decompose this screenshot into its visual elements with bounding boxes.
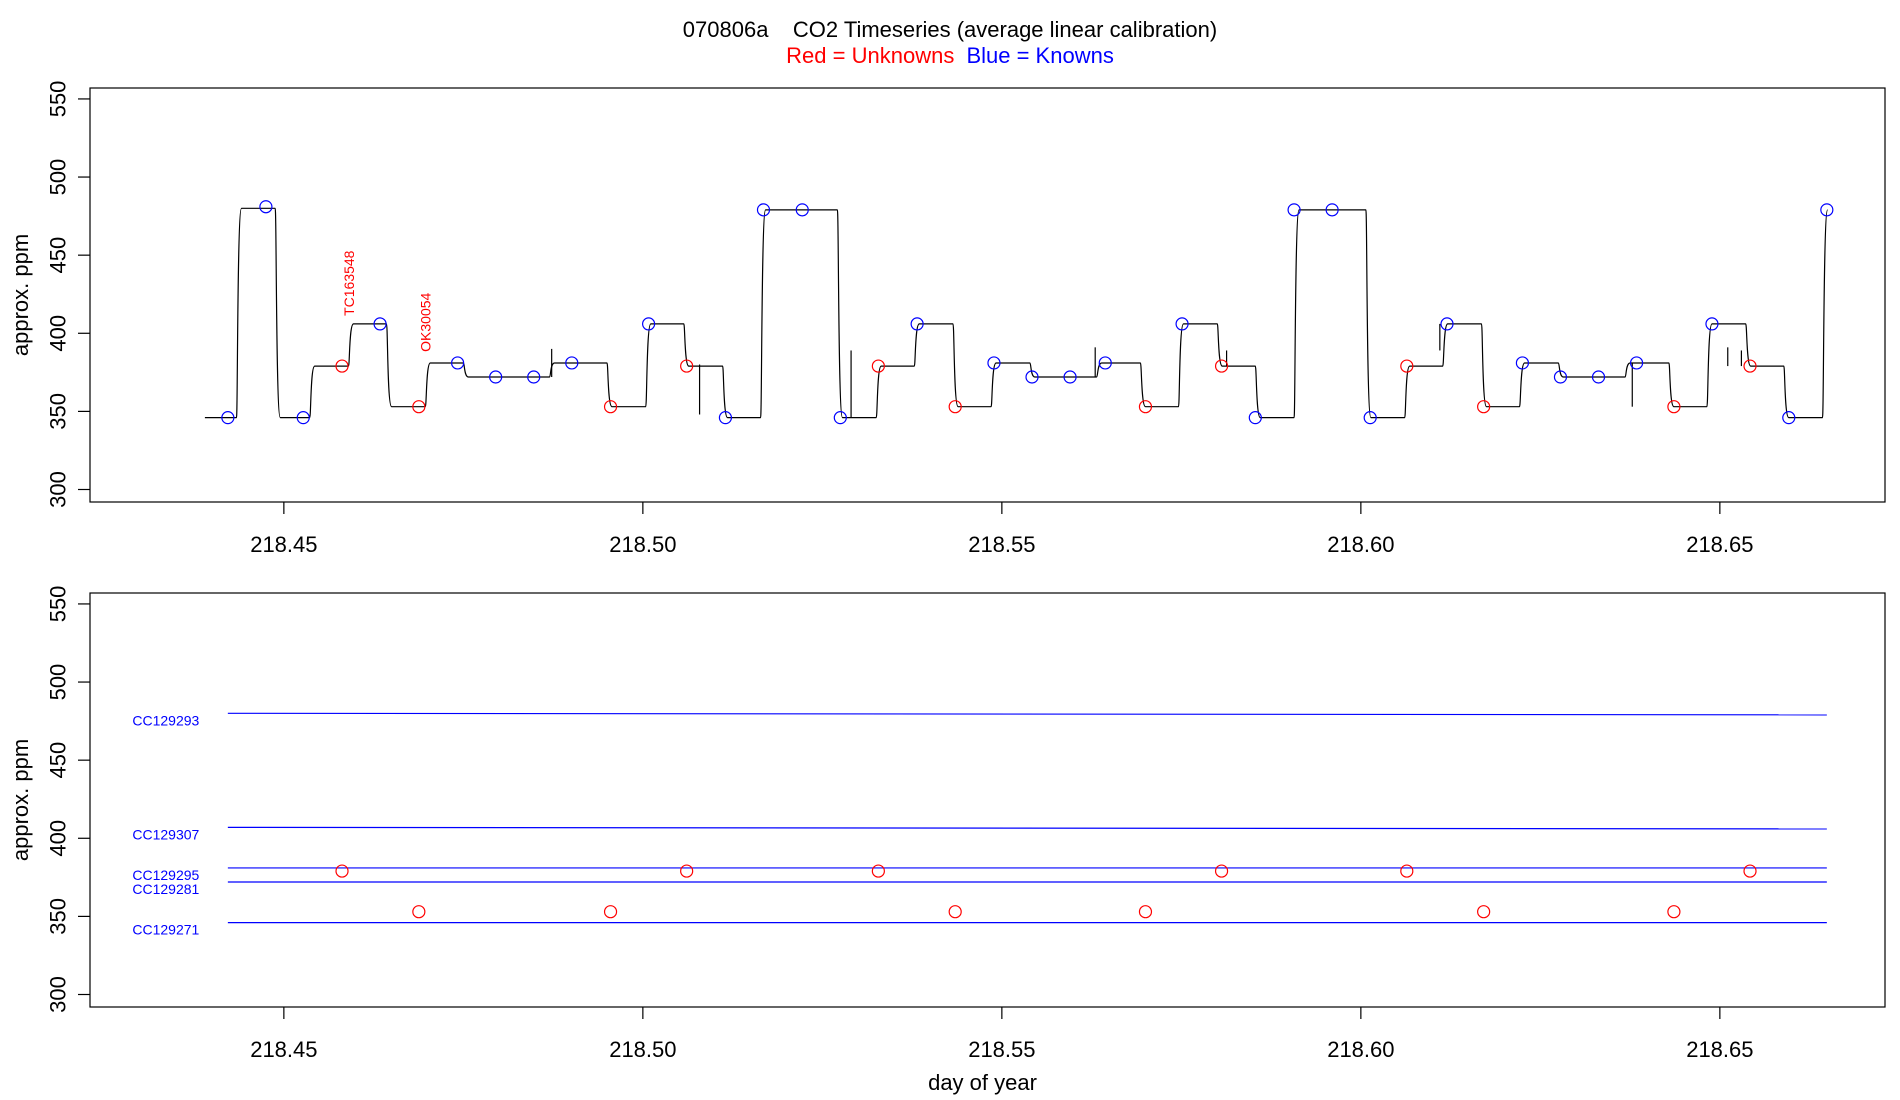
figure-subtitle: Red = Unknowns Blue = Knowns xyxy=(786,43,1114,68)
known-point xyxy=(642,317,656,331)
known-point xyxy=(259,200,273,214)
unknown-point xyxy=(335,359,349,373)
known-point xyxy=(1363,411,1377,425)
x-tick-label: 218.55 xyxy=(968,1037,1035,1062)
reference-label: CC129307 xyxy=(132,826,199,842)
x-tick-label: 218.65 xyxy=(1686,1037,1753,1062)
unknown-point xyxy=(871,359,885,373)
figure-title: 070806a CO2 Timeseries (average linear c… xyxy=(683,17,1217,42)
plot-frame xyxy=(89,592,1886,1008)
x-tick-label: 218.45 xyxy=(250,532,317,557)
unknown-point xyxy=(603,400,618,414)
unknown-point xyxy=(871,864,885,878)
unknown-point xyxy=(1477,905,1491,919)
y-tick-label: 300 xyxy=(46,471,71,508)
y-axis-label: approx. ppm xyxy=(8,234,33,356)
y-tick-label: 400 xyxy=(46,315,71,352)
plot-frame xyxy=(89,87,1886,503)
x-tick-label: 218.60 xyxy=(1327,532,1394,557)
unknown-point xyxy=(1138,905,1153,919)
sample-annotation: TC163548 xyxy=(341,250,357,316)
unknown-point xyxy=(335,864,349,878)
reference-panel: 218.45 218.50 218.55 218.60 218.65 300 350 400 4… xyxy=(8,586,1886,1095)
x-axis-label: day of year xyxy=(928,1070,1037,1095)
timeseries-panel: 218.45 218.50 218.55 218.60 218.65 300 350 400 4… xyxy=(8,81,1886,557)
y-tick-label: 450 xyxy=(46,742,71,779)
known-point xyxy=(756,203,771,217)
unknown-point xyxy=(680,864,694,878)
y-tick-label: 450 xyxy=(46,237,71,274)
known-point xyxy=(1782,411,1796,425)
known-point xyxy=(833,411,847,425)
y-tick-label: 550 xyxy=(46,586,71,623)
y-tick-label: 350 xyxy=(46,393,71,430)
reference-label: CC129271 xyxy=(132,922,199,938)
unknown-point xyxy=(1138,400,1153,414)
sample-annotation: OK30054 xyxy=(417,292,433,351)
unknown-point xyxy=(948,400,962,414)
known-point xyxy=(987,356,1001,370)
x-tick-label: 218.45 xyxy=(250,1037,317,1062)
known-point xyxy=(296,411,310,425)
unknown-point xyxy=(1743,359,1757,373)
known-point xyxy=(1098,356,1112,370)
known-point xyxy=(221,411,235,425)
known-point xyxy=(527,370,541,384)
known-point xyxy=(1063,370,1077,384)
reference-line xyxy=(227,712,1827,716)
unknown-point xyxy=(1214,864,1229,878)
unknown-point xyxy=(412,400,426,414)
unknown-point xyxy=(1400,359,1414,373)
known-point xyxy=(718,411,733,425)
y-tick-label: 500 xyxy=(46,664,71,701)
y-axis-label: approx. ppm xyxy=(8,739,33,861)
reference-line xyxy=(227,826,1827,830)
y-tick-label: 400 xyxy=(46,820,71,857)
unknown-point xyxy=(1667,905,1681,919)
known-point xyxy=(565,356,579,370)
known-point xyxy=(1287,203,1301,217)
known-point xyxy=(1175,317,1189,331)
known-point xyxy=(910,317,924,331)
x-tick-label: 218.65 xyxy=(1686,532,1753,557)
timeseries-line xyxy=(204,207,1829,419)
reference-label: CC129293 xyxy=(132,712,199,728)
unknown-point xyxy=(1214,359,1229,373)
known-point xyxy=(1325,203,1339,217)
known-point xyxy=(1705,317,1719,331)
known-point xyxy=(1248,411,1262,425)
known-point xyxy=(1025,370,1039,384)
x-tick-label: 218.60 xyxy=(1327,1037,1394,1062)
known-point xyxy=(1440,317,1454,331)
known-point xyxy=(1820,203,1834,217)
unknown-point xyxy=(412,905,426,919)
known-point xyxy=(1591,370,1606,384)
known-point xyxy=(489,370,503,384)
known-point xyxy=(795,203,809,217)
unknown-point xyxy=(1743,864,1757,878)
reference-label: CC129281 xyxy=(132,881,199,897)
reference-label: CC129295 xyxy=(132,867,199,883)
y-tick-label: 550 xyxy=(46,81,71,118)
unknown-point xyxy=(680,359,694,373)
y-tick-label: 350 xyxy=(46,898,71,935)
x-tick-label: 218.55 xyxy=(968,532,1035,557)
known-point xyxy=(451,356,465,370)
unknown-point xyxy=(1477,400,1491,414)
known-point xyxy=(373,317,387,331)
x-tick-label: 218.50 xyxy=(609,532,676,557)
subtitle-red-text: Red = Unknowns xyxy=(786,43,954,68)
subtitle-blue-text: Blue = Knowns xyxy=(966,43,1113,68)
unknown-point xyxy=(603,905,618,919)
y-tick-label: 500 xyxy=(46,159,71,196)
known-point xyxy=(1553,370,1568,384)
unknown-point xyxy=(948,905,962,919)
y-tick-label: 300 xyxy=(46,976,71,1013)
x-tick-label: 218.50 xyxy=(609,1037,676,1062)
known-point xyxy=(1629,356,1644,370)
known-point xyxy=(1515,356,1530,370)
unknown-point xyxy=(1400,864,1414,878)
unknown-point xyxy=(1667,400,1681,414)
